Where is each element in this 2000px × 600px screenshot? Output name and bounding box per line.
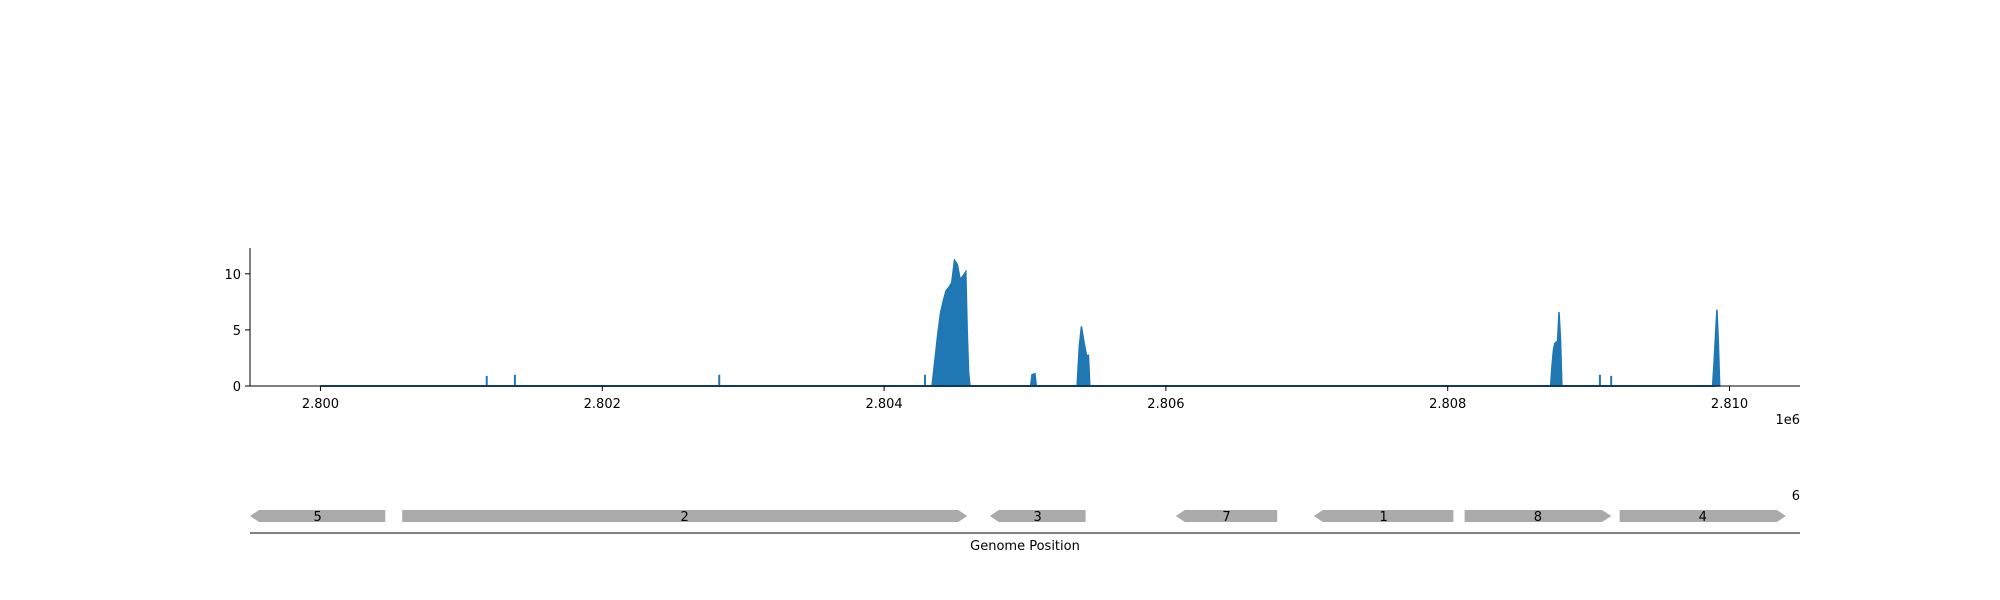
x-tick-label: 2.802 [584,397,621,412]
y-tick-label: 10 [224,268,241,283]
gene-1-arrow [1313,510,1454,522]
gene-3-label: 3 [1034,510,1042,525]
gene-1-label: 1 [1379,510,1387,525]
coverage-peak-2 [1029,372,1038,387]
x-ticks: 2.800 2.802 2.804 2.806 2.808 2.810 [302,386,1748,412]
coverage-peak-5 [1711,309,1721,387]
y-tick-label: 0 [233,380,241,395]
gene-2-label: 2 [681,510,689,525]
x-tick-label: 2.804 [865,397,902,412]
gene-track: 5 2 3 7 1 8 4 6 Genome Position [250,489,1800,554]
x-tick-label: 2.806 [1147,397,1184,412]
y-tick-label: 5 [233,324,241,339]
gene-7-arrow [1175,510,1278,522]
gene-7-label: 7 [1222,510,1230,525]
gene-marks: 5 2 3 7 1 8 4 [250,510,1786,525]
gene-8-arrow [1464,510,1612,522]
x-tick-label: 2.810 [1711,397,1748,412]
coverage-marks [320,258,1721,387]
gene-4-label: 4 [1699,510,1707,525]
x-tick-label: 2.800 [302,397,339,412]
x-axis-label: Genome Position [970,539,1080,554]
x-tick-label: 2.808 [1429,397,1466,412]
stray-gene-label: 6 [1792,489,1800,504]
gene-5-arrow [250,510,386,522]
gene-2-arrow [402,510,968,522]
coverage-panel: 2.800 2.802 2.804 2.806 2.808 2.810 0 5 10 1e6 [224,248,1800,428]
gene-3-arrow [989,510,1086,522]
x-offset-label: 1e6 [1775,413,1800,428]
gene-5-label: 5 [313,510,321,525]
y-ticks: 0 5 10 [224,268,250,395]
gene-4-arrow [1619,510,1786,522]
coverage-peak-1 [931,258,971,387]
coverage-peak-3 [1076,326,1091,387]
coverage-peak-4 [1549,311,1563,387]
gene-8-label: 8 [1534,510,1542,525]
